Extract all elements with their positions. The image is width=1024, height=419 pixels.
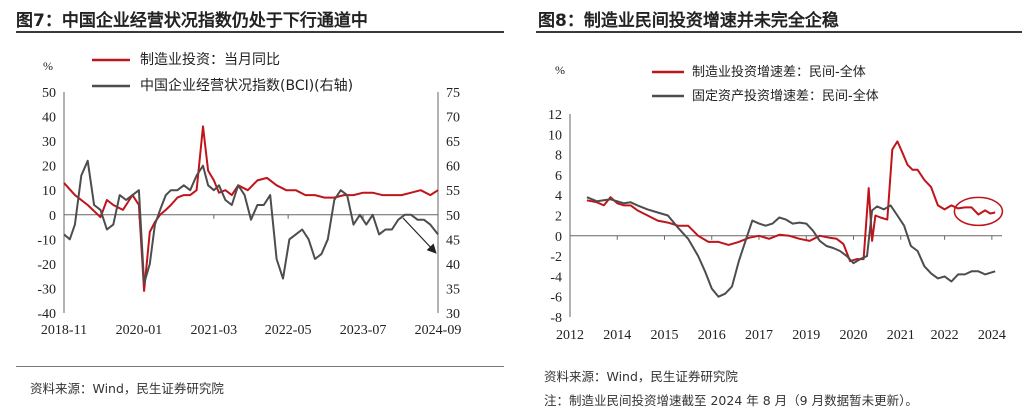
y2-tick-label: 65	[446, 135, 460, 150]
x-tick-label: 2012	[556, 328, 584, 343]
x-tick-label: 2016	[698, 328, 726, 343]
y-tick-label: 10	[548, 128, 562, 143]
highlight-circle	[953, 196, 1004, 227]
series-line-2	[63, 159, 439, 285]
chart-private-investment-gap: % 12 10 8 6 4 2 0 -2 -4 -6 -8 2012 2014 2015 2016 2017 20…	[548, 63, 1006, 343]
y2-tick-label: 30	[446, 307, 460, 322]
source-note: 资料来源：Wind，民生证券研究院	[30, 381, 224, 396]
footnote: 注：制造业民间投资增速截至 2024 年 8 月（9 月数据暂未更新）。	[544, 393, 918, 408]
y2-tick-label: 35	[446, 282, 460, 297]
source-note: 资料来源：Wind，民生证券研究院	[544, 369, 738, 384]
legend-label: 固定资产投资增速差：民间-全体	[692, 88, 879, 104]
y-axis-unit: %	[555, 63, 565, 77]
chart-bci-manufacturing: % 50 40 30 20 10 0 -10 -20 -30 -40 75 70 65 60 55 50 45 40…	[37, 52, 462, 338]
chart-panel-left: 图7：中国企业经营状况指数仍处于下行通道中 % 50 40 30 20 10 0 -10 -20…	[16, 11, 504, 396]
y-tick-label: -30	[37, 282, 56, 297]
x-tick-label: 2020	[840, 328, 868, 343]
y-tick-label: -40	[37, 307, 56, 322]
y2-tick-label: 55	[446, 184, 460, 199]
x-tick-label: 2022-05	[265, 323, 312, 338]
y2-tick-label: 45	[446, 233, 460, 248]
y2-tick-label: 75	[446, 86, 460, 101]
x-tick-label: 2024	[978, 328, 1006, 343]
y-tick-label: 12	[548, 108, 562, 123]
legend-label: 中国企业经营状况指数(BCI)(右轴)	[140, 77, 353, 94]
x-tick-label: 2021-03	[191, 323, 238, 338]
series-line-2	[586, 196, 996, 298]
bottom-rule	[16, 366, 504, 367]
x-tick-label: 2014	[603, 328, 631, 343]
y-tick-label: 6	[555, 169, 562, 184]
x-tick-label: 2021	[887, 328, 915, 343]
y-tick-label: -8	[550, 311, 562, 326]
y2-tick-label: 50	[446, 209, 460, 224]
x-tick-label: 2018-11	[41, 323, 87, 338]
y-tick-label: 40	[42, 111, 56, 126]
trend-arrow	[402, 217, 437, 254]
y2-tick-label: 40	[446, 258, 460, 273]
title-rule	[536, 31, 1022, 33]
x-tick-label: 2019	[792, 328, 820, 343]
chart-title: 图8：制造业民间投资增速并未完全企稳	[538, 11, 839, 31]
y2-tick-label: 70	[446, 111, 460, 126]
y-tick-label: 10	[42, 184, 56, 199]
y-tick-label: -10	[37, 233, 56, 248]
y-axis-unit: %	[43, 59, 53, 73]
y2-tick-label: 60	[446, 160, 460, 175]
x-tick-label: 2015	[651, 328, 679, 343]
series-line-1	[63, 125, 439, 292]
y-tick-label: 4	[555, 189, 562, 204]
y-tick-label: -2	[550, 250, 562, 265]
x-tick-label: 2022	[931, 328, 959, 343]
title-rule	[16, 31, 504, 33]
x-tick-label: 2020-01	[116, 323, 163, 338]
chart-panel-right: 图8：制造业民间投资增速并未完全企稳 % 12 10 8 6 4 2 0 -2 -4 -6 -8 201…	[512, 0, 1024, 419]
legend-label: 制造业投资：当月同比	[140, 52, 280, 68]
y-tick-label: 30	[42, 135, 56, 150]
x-tick-label: 2023-07	[340, 323, 387, 338]
y-tick-label: 50	[42, 86, 56, 101]
chart-title: 图7：中国企业经营状况指数仍处于下行通道中	[16, 11, 368, 31]
x-tick-label: 2024-09	[415, 323, 462, 338]
y-tick-label: 0	[555, 230, 562, 245]
x-tick-label: 2017	[745, 328, 773, 343]
y-tick-label: -6	[550, 291, 562, 306]
y-tick-label: -4	[550, 270, 562, 285]
legend-label: 制造业投资增速差：民间-全体	[692, 64, 866, 80]
y-tick-label: 0	[49, 209, 56, 224]
y-tick-label: 2	[555, 210, 562, 225]
y-tick-label: 20	[42, 160, 56, 175]
y-tick-label: -20	[37, 258, 56, 273]
series-line-1	[586, 140, 996, 263]
y-tick-label: 8	[555, 149, 562, 164]
